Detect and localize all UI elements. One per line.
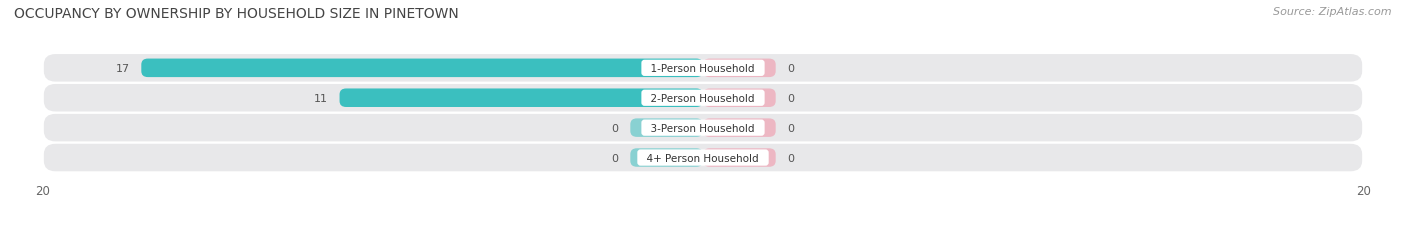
Text: 4+ Person Household: 4+ Person Household — [641, 153, 765, 163]
Text: 17: 17 — [115, 64, 129, 73]
FancyBboxPatch shape — [703, 89, 776, 108]
Text: Source: ZipAtlas.com: Source: ZipAtlas.com — [1274, 7, 1392, 17]
Text: 0: 0 — [612, 123, 619, 133]
Text: 3-Person Household: 3-Person Household — [644, 123, 762, 133]
Text: 0: 0 — [787, 93, 794, 103]
FancyBboxPatch shape — [44, 55, 1362, 82]
FancyBboxPatch shape — [339, 89, 703, 108]
Text: 1-Person Household: 1-Person Household — [644, 64, 762, 73]
FancyBboxPatch shape — [703, 59, 776, 78]
Text: 0: 0 — [787, 123, 794, 133]
Text: OCCUPANCY BY OWNERSHIP BY HOUSEHOLD SIZE IN PINETOWN: OCCUPANCY BY OWNERSHIP BY HOUSEHOLD SIZE… — [14, 7, 458, 21]
Text: 2-Person Household: 2-Person Household — [644, 93, 762, 103]
FancyBboxPatch shape — [44, 85, 1362, 112]
Text: 0: 0 — [787, 64, 794, 73]
FancyBboxPatch shape — [703, 119, 776, 137]
Text: 0: 0 — [787, 153, 794, 163]
Text: 11: 11 — [314, 93, 328, 103]
FancyBboxPatch shape — [703, 149, 776, 167]
FancyBboxPatch shape — [630, 149, 703, 167]
FancyBboxPatch shape — [44, 114, 1362, 142]
FancyBboxPatch shape — [44, 144, 1362, 172]
FancyBboxPatch shape — [630, 119, 703, 137]
Text: 0: 0 — [612, 153, 619, 163]
FancyBboxPatch shape — [141, 59, 703, 78]
